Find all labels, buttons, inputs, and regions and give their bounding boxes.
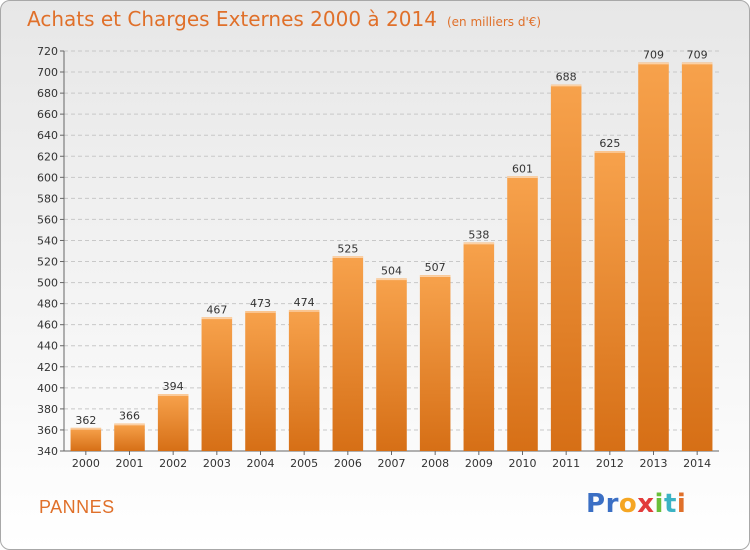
y-tick-label: 520 xyxy=(37,256,58,269)
bar xyxy=(507,176,538,451)
x-tick-label: 2009 xyxy=(465,457,493,470)
data-label: 525 xyxy=(337,242,358,255)
bar xyxy=(288,309,320,451)
bar xyxy=(463,242,495,451)
bar xyxy=(157,394,189,451)
x-tick-label: 2014 xyxy=(683,457,711,470)
y-tick-label: 560 xyxy=(37,213,58,226)
data-label: 473 xyxy=(250,297,271,310)
bar xyxy=(201,317,233,451)
x-tick-label: 2003 xyxy=(203,457,231,470)
bar xyxy=(332,256,364,451)
title-text: Achats et Charges Externes 2000 à 2014 xyxy=(27,7,437,31)
bar xyxy=(594,151,626,451)
y-tick-label: 440 xyxy=(37,340,58,353)
x-tick-label: 2012 xyxy=(596,457,624,470)
data-label: 601 xyxy=(512,162,533,175)
y-tick-label: 680 xyxy=(37,87,58,100)
x-tick-label: 2013 xyxy=(640,457,668,470)
data-label: 709 xyxy=(687,49,708,62)
x-tick-label: 2000 xyxy=(72,457,100,470)
y-tick-label: 580 xyxy=(37,192,58,205)
y-tick-label: 360 xyxy=(37,424,58,437)
x-tick-label: 2004 xyxy=(247,457,275,470)
data-label: 504 xyxy=(381,264,402,277)
commune-name: PANNES xyxy=(39,497,115,517)
logo-letter: P xyxy=(586,489,606,519)
data-label: 366 xyxy=(119,410,140,423)
logo-letter: x xyxy=(637,489,655,519)
bar xyxy=(114,423,145,451)
y-tick-label: 500 xyxy=(37,277,58,290)
bar xyxy=(550,84,582,452)
logo-letter: o xyxy=(618,489,638,519)
data-label: 688 xyxy=(556,71,577,84)
logo-letter: t xyxy=(663,489,677,519)
bar xyxy=(70,427,102,451)
y-tick-label: 540 xyxy=(37,234,58,247)
x-tick-label: 2002 xyxy=(159,457,187,470)
logo-letter: i xyxy=(654,489,664,519)
data-label: 625 xyxy=(599,137,620,150)
x-tick-label: 2001 xyxy=(116,457,144,470)
logo-letter: i xyxy=(676,489,687,519)
data-label: 507 xyxy=(425,261,446,274)
chart-title: Achats et Charges Externes 2000 à 2014 (e… xyxy=(27,7,541,31)
y-tick-label: 720 xyxy=(37,45,58,58)
data-label: 394 xyxy=(163,380,184,393)
y-tick-label: 600 xyxy=(37,171,58,184)
bar xyxy=(681,62,713,451)
y-tick-label: 480 xyxy=(37,298,58,311)
labels: 340 360 380 400 420 440 460 480 500 520 540 560 580 6… xyxy=(37,45,711,470)
y-tick-label: 620 xyxy=(37,150,58,163)
bar xyxy=(638,62,669,451)
x-tick-label: 2010 xyxy=(509,457,537,470)
y-tick-label: 380 xyxy=(37,403,58,416)
x-tick-label: 2005 xyxy=(290,457,318,470)
bars xyxy=(70,62,713,452)
x-tick-label: 2006 xyxy=(334,457,362,470)
y-tick-label: 400 xyxy=(37,382,58,395)
data-label: 474 xyxy=(294,296,315,309)
y-tick-label: 340 xyxy=(37,445,58,458)
y-tick-label: 700 xyxy=(37,66,58,79)
y-tick-label: 640 xyxy=(37,129,58,142)
x-tick-label: 2008 xyxy=(421,457,449,470)
bar xyxy=(245,311,276,451)
y-tick-label: 460 xyxy=(37,319,58,332)
y-tick-label: 420 xyxy=(37,361,58,374)
bar xyxy=(376,278,407,451)
proxiti-logo: Proxiti xyxy=(586,489,686,519)
data-label: 362 xyxy=(75,414,96,427)
data-label: 538 xyxy=(468,229,489,242)
x-tick-label: 2007 xyxy=(378,457,406,470)
data-label: 467 xyxy=(206,303,227,316)
logo-letter: r xyxy=(605,489,619,519)
y-tick-label: 660 xyxy=(37,108,58,121)
bar xyxy=(419,275,451,451)
x-tick-label: 2011 xyxy=(552,457,580,470)
data-label: 709 xyxy=(643,49,664,62)
chart-subtitle: (en milliers d'€) xyxy=(446,15,542,29)
